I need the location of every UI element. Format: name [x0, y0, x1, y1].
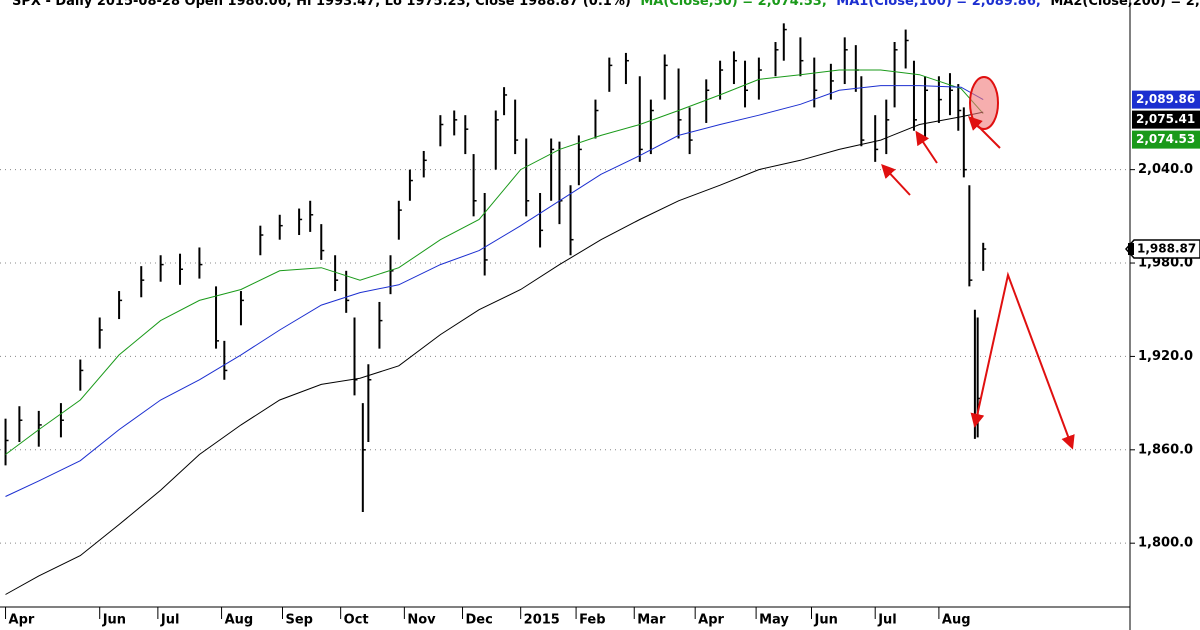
- x-tick-label: Jun: [102, 613, 126, 628]
- axes: 1,800.0 1,860.0 1,920.0 1,980.0 2,040.0 Apr Ju…: [5, 162, 1193, 628]
- x-tick-label: Apr: [698, 613, 724, 628]
- legend-entry: MA1(Close,100) = 2,089.86,: [836, 0, 1041, 9]
- highlight-circle: [969, 76, 999, 130]
- title-text: SPX - Daily 2015-08-28 Open 1986.06, Hi …: [12, 0, 631, 9]
- moving-average-line: [5, 111, 984, 595]
- x-tick-label: Mar: [637, 613, 666, 628]
- y-tick-label: 1,920.0: [1138, 349, 1193, 364]
- x-tick-label: Feb: [579, 613, 605, 628]
- x-tick-label: 2015: [524, 613, 560, 628]
- last-value-box: [1132, 130, 1200, 149]
- last-value-box: [1132, 90, 1200, 109]
- legend-entry: MA(Close,50) = 2,074.53,: [640, 0, 826, 9]
- last-value-label: 2,075.41: [1136, 112, 1195, 126]
- y-tick-label: 1,980.0: [1138, 256, 1193, 271]
- plot-area: [4, 23, 987, 595]
- x-tick-label: Nov: [407, 613, 436, 628]
- x-tick-label: Sep: [286, 613, 314, 628]
- last-value-labels: 2,089.86 2,075.41 2,074.53 1,988.87: [1124, 90, 1200, 259]
- arrow: [968, 116, 1001, 149]
- arrow: [881, 163, 911, 196]
- x-tick-label: Aug: [942, 613, 971, 628]
- x-tick-label: Jul: [160, 613, 180, 628]
- projection-arrow: [970, 271, 1075, 450]
- last-value-box: [1132, 110, 1200, 129]
- x-tick-label: Aug: [225, 613, 254, 628]
- grid: [0, 169, 1130, 544]
- x-tick-label: Oct: [344, 613, 369, 628]
- arrow: [915, 130, 938, 164]
- last-value-label: 2,074.53: [1136, 132, 1195, 146]
- y-tick-label: 2,040.0: [1138, 162, 1193, 177]
- y-tick-label: 1,860.0: [1138, 442, 1193, 457]
- moving-average-line: [5, 85, 984, 497]
- legend-entry: MA2(Close,200) = 2,075.41: [1050, 0, 1200, 9]
- last-price-box: [1124, 239, 1200, 259]
- last-price-label: 1,988.87: [1137, 242, 1196, 256]
- x-tick-label: Jul: [877, 613, 897, 628]
- last-price-pointer: [1128, 243, 1134, 256]
- last-value-label: 2,089.86: [1136, 92, 1195, 106]
- chart-title: SPX - Daily 2015-08-28 Open 1986.06, Hi …: [12, 0, 1200, 9]
- y-tick-label: 1,800.0: [1138, 536, 1193, 551]
- x-tick-label: May: [759, 613, 789, 628]
- annotations: [881, 76, 1075, 450]
- moving-average-line: [5, 69, 984, 455]
- x-tick-label: Apr: [9, 613, 35, 628]
- x-tick-label: Jun: [813, 613, 837, 628]
- x-tick-label: Dec: [466, 613, 493, 628]
